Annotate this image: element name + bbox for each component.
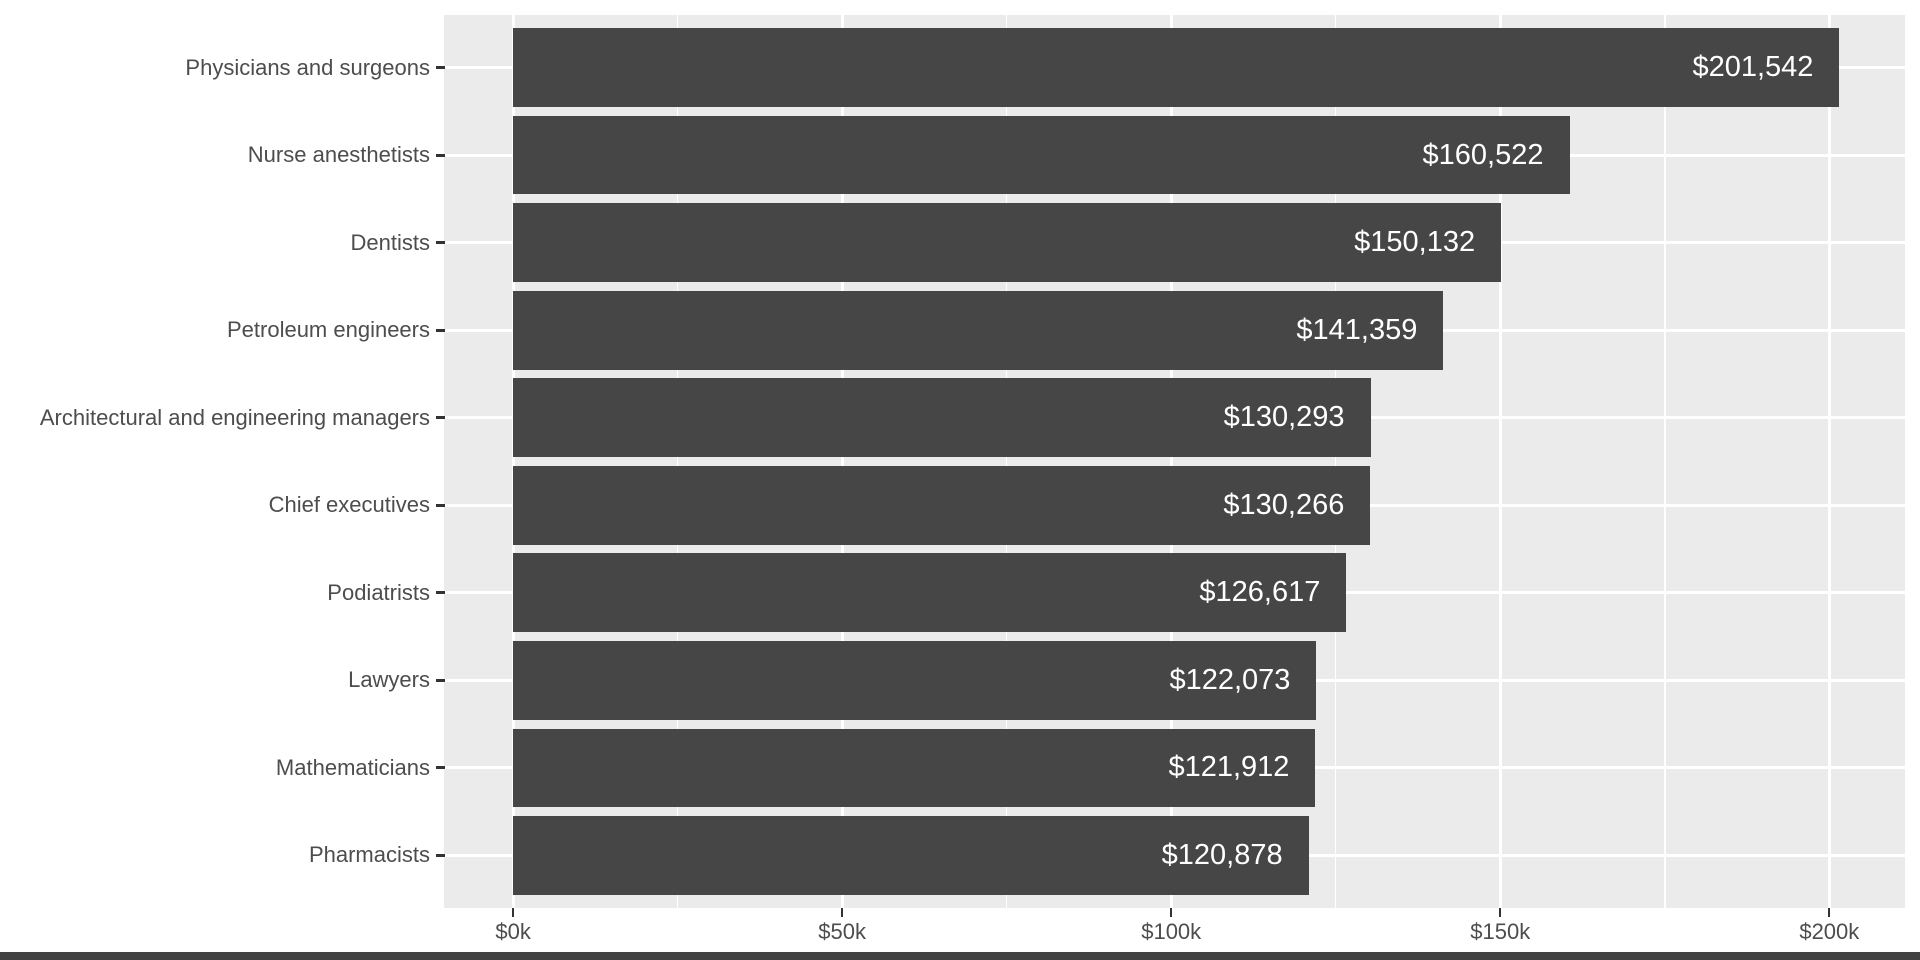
y-tick-mark xyxy=(436,153,445,157)
bar-value-label: $126,617 xyxy=(1199,576,1321,609)
bar-value-label: $160,522 xyxy=(1422,138,1544,171)
bar-value-label: $121,912 xyxy=(1168,751,1290,784)
y-tick-mark xyxy=(436,66,445,70)
y-axis-label: Lawyers xyxy=(348,667,430,693)
x-tick-mark xyxy=(1828,908,1831,917)
bar-value-label: $122,073 xyxy=(1169,663,1291,696)
plot-panel: $201,542 $160,522 $150,132 $141,359 $130,293… xyxy=(444,15,1905,908)
x-tick-mark xyxy=(1499,908,1502,917)
x-axis-label: $50k xyxy=(818,919,866,944)
y-tick-mark xyxy=(436,591,445,595)
y-axis-label: Chief executives xyxy=(268,492,430,518)
bar: $126,617 xyxy=(513,553,1347,633)
x-axis-label: $200k xyxy=(1799,919,1860,944)
bar-value-label: $120,878 xyxy=(1161,838,1283,871)
major-gridline xyxy=(1827,15,1831,908)
y-tick-mark xyxy=(436,241,445,245)
x-axis-label: $0k xyxy=(495,919,531,944)
minor-gridline xyxy=(1005,15,1008,908)
y-axis-label: Pharmacists xyxy=(308,842,430,868)
y-axis-label: Physicians and surgeons xyxy=(185,54,430,80)
minor-gridline xyxy=(676,15,679,908)
bar-value-label: $130,266 xyxy=(1223,488,1345,521)
bar: $141,359 xyxy=(513,290,1444,370)
y-axis-label: Mathematicians xyxy=(275,754,430,780)
bar: $122,073 xyxy=(513,640,1317,720)
minor-gridline xyxy=(1664,15,1666,908)
bar: $150,132 xyxy=(513,203,1502,282)
bar: $130,293 xyxy=(513,378,1371,458)
bar-value-label: $130,293 xyxy=(1223,401,1345,434)
y-tick-mark xyxy=(436,766,445,770)
y-tick-mark xyxy=(436,853,445,857)
x-tick-mark xyxy=(1170,908,1173,917)
y-tick-mark xyxy=(436,678,445,682)
bar-value-label: $150,132 xyxy=(1354,226,1476,259)
bottom-edge-strip xyxy=(0,952,1920,960)
y-axis-label: Podiatrists xyxy=(327,579,430,605)
bar-value-label: $141,359 xyxy=(1296,313,1418,346)
bar: $121,912 xyxy=(513,728,1316,808)
y-axis-label: Petroleum engineers xyxy=(226,317,430,343)
y-axis-label: Architectural and engineering managers xyxy=(39,404,430,430)
bar: $160,522 xyxy=(513,115,1570,195)
y-tick-mark xyxy=(436,328,445,332)
major-gridline xyxy=(1498,15,1502,908)
x-tick-mark xyxy=(841,908,844,917)
x-tick-mark xyxy=(512,908,515,917)
y-tick-mark xyxy=(436,503,445,507)
y-tick-mark xyxy=(436,416,445,420)
major-gridline xyxy=(840,15,844,908)
minor-gridline xyxy=(1334,15,1337,908)
bar-value-label: $201,542 xyxy=(1692,51,1814,84)
x-axis-label: $100k xyxy=(1141,919,1202,944)
major-gridline xyxy=(1169,15,1173,908)
y-axis-label: Dentists xyxy=(350,229,430,255)
y-axis-label: Nurse anesthetists xyxy=(247,142,430,168)
x-axis-label: $150k xyxy=(1470,919,1531,944)
bar: $120,878 xyxy=(513,816,1309,895)
major-gridline xyxy=(511,15,515,908)
bar: $130,266 xyxy=(513,465,1371,545)
bar: $201,542 xyxy=(513,28,1840,107)
